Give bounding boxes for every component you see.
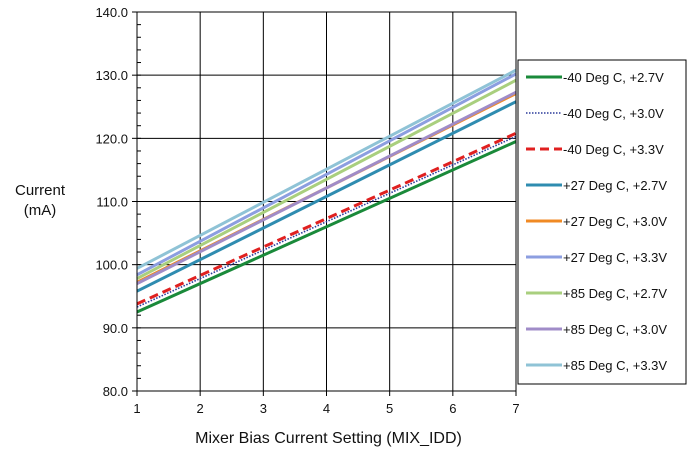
- legend-label-3: -40 Deg C, +3.3V: [563, 142, 664, 157]
- series-line-7: [136, 78, 517, 280]
- x-axis-ticks: 1 2 3 4 5 6 7: [133, 391, 520, 416]
- y-axis-label-line-1: Current: [15, 182, 66, 199]
- legend-label-2: -40 Deg C, +3.0V: [563, 106, 664, 121]
- y-tick-label: 110.0: [96, 195, 128, 210]
- y-axis-ticks: 80.0 90.0 100.0 110.0 120.0 130.0 140.0: [95, 5, 137, 399]
- series-line-1: [136, 140, 517, 314]
- series-line-9: [136, 68, 517, 270]
- x-tick-label: 1: [133, 401, 140, 416]
- x-axis-label: Mixer Bias Current Setting (MIX_IDD): [195, 430, 462, 447]
- legend-label-6: +27 Deg C, +3.3V: [563, 250, 667, 265]
- x-tick-label: 5: [386, 401, 393, 416]
- y-tick-label: 100.0: [95, 258, 128, 273]
- series-line-4: [136, 100, 517, 293]
- legend-label-8: +85 Deg C, +3.0V: [563, 322, 667, 337]
- x-tick-label: 6: [449, 401, 456, 416]
- series-lines: [136, 68, 517, 314]
- legend-label-5: +27 Deg C, +3.0V: [563, 214, 667, 229]
- legend-label-1: -40 Deg C, +2.7V: [563, 70, 664, 85]
- legend-label-4: +27 Deg C, +2.7V: [563, 178, 667, 193]
- y-axis-label-line-2: (mA): [24, 202, 57, 219]
- series-line-6: [136, 72, 517, 277]
- x-tick-label: 2: [197, 401, 204, 416]
- y-tick-label: 140.0: [95, 5, 128, 20]
- legend-label-9: +85 Deg C, +3.3V: [563, 358, 667, 373]
- y-tick-label: 90.0: [103, 321, 128, 336]
- legend: -40 Deg C, +2.7V -40 Deg C, +3.0V -40 Deg …: [517, 59, 687, 385]
- series-line-8: [136, 90, 517, 285]
- legend-label-7: +85 Deg C, +2.7V: [563, 286, 667, 301]
- x-tick-label: 3: [260, 401, 267, 416]
- x-tick-label: 4: [323, 401, 330, 416]
- y-tick-label: 130.0: [95, 68, 128, 83]
- y-tick-label: 120.0: [95, 131, 128, 146]
- series-line-2: [136, 135, 517, 308]
- y-minor-ticks: [137, 11, 141, 392]
- x-tick-label: 7: [512, 401, 519, 416]
- grid-lines: [136, 11, 517, 392]
- y-tick-label: 80.0: [103, 384, 128, 399]
